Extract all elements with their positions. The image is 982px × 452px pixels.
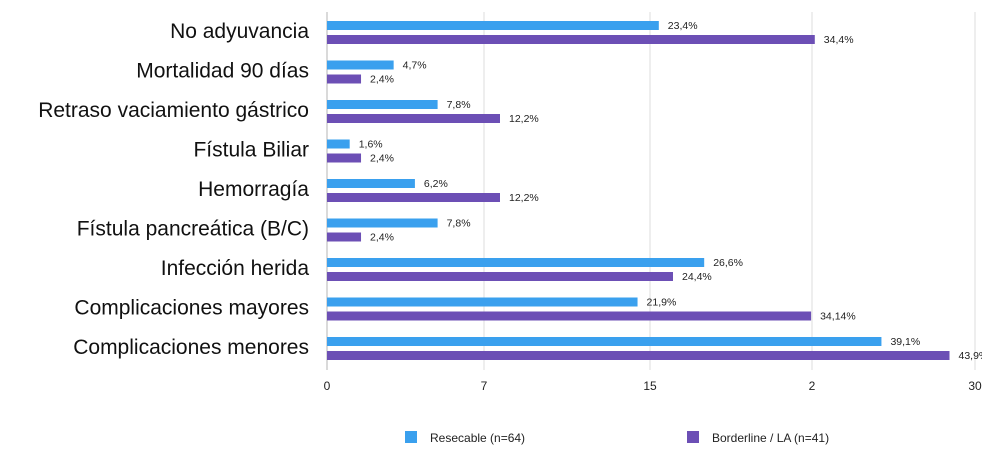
- legend-label: Borderline / LA (n=41): [712, 431, 829, 445]
- data-label: 12,2%: [509, 192, 539, 204]
- data-label: 43,9%: [959, 350, 982, 362]
- category-label: Hemorragía: [198, 178, 309, 201]
- bar-borderline: [327, 311, 812, 321]
- bar-borderline: [327, 272, 673, 281]
- data-label: 23,4%: [668, 20, 698, 32]
- data-label: 6,2%: [424, 178, 448, 190]
- data-label: 4,7%: [403, 60, 427, 72]
- category-label: Complicaciones menores: [73, 336, 309, 359]
- legend-label: Resecable (n=64): [430, 431, 525, 445]
- data-label: 1,6%: [359, 139, 383, 151]
- bar-resecable: [327, 258, 705, 267]
- data-label: 24,4%: [682, 271, 712, 283]
- bar-borderline: [327, 114, 500, 123]
- bar-resecable: [327, 139, 350, 149]
- category-label: Mortalidad 90 días: [136, 60, 309, 83]
- legend: Resecable (n=64) Borderline / LA (n=41): [405, 431, 829, 445]
- category-label: No adyuvancia: [170, 20, 309, 43]
- data-label: 7,8%: [447, 99, 471, 111]
- bar-borderline: [327, 74, 362, 84]
- data-label: 34,4%: [824, 34, 854, 46]
- category-labels: No adyuvancia Mortalidad 90 días Retraso v…: [38, 20, 309, 359]
- bars: 23,4% 34,4% 4,7% 2,4% 7,8% 12,2% 1,6% 2,4% 6,2% 1…: [327, 20, 982, 362]
- x-tick-label: 30: [968, 379, 982, 393]
- bar-borderline: [327, 193, 500, 202]
- category-label: Fístula Biliar: [193, 139, 309, 162]
- x-tick-label: 15: [643, 379, 657, 393]
- bar-resecable: [327, 21, 659, 30]
- x-axis-ticks: 0 7 15 2 30: [324, 379, 982, 393]
- x-tick-label: 0: [324, 379, 331, 393]
- category-label: Retraso vaciamiento gástrico: [38, 99, 309, 122]
- bar-borderline: [327, 351, 950, 360]
- bar-borderline: [327, 232, 362, 242]
- bar-resecable: [327, 297, 638, 307]
- data-label: 2,4%: [370, 232, 394, 244]
- x-tick-label: 2: [809, 379, 816, 393]
- data-label: 34,14%: [820, 311, 856, 323]
- bar-resecable: [327, 337, 882, 346]
- category-label: Infección herida: [161, 257, 310, 280]
- data-label: 39,1%: [890, 336, 920, 348]
- bar-borderline: [327, 153, 362, 163]
- bar-resecable: [327, 100, 438, 109]
- data-label: 21,9%: [647, 297, 677, 309]
- category-label: Fístula pancreática (B/C): [77, 218, 309, 241]
- grid-lines: [326, 12, 976, 370]
- bar-resecable: [327, 60, 394, 70]
- data-label: 12,2%: [509, 113, 539, 125]
- legend-swatch: [405, 431, 417, 443]
- category-label: Complicaciones mayores: [74, 297, 309, 320]
- data-label: 7,8%: [447, 218, 471, 230]
- legend-swatch: [687, 431, 699, 443]
- bar-resecable: [327, 218, 438, 228]
- data-label: 2,4%: [370, 153, 394, 165]
- x-tick-label: 7: [481, 379, 488, 393]
- data-label: 2,4%: [370, 74, 394, 86]
- bar-resecable: [327, 179, 415, 188]
- data-label: 26,6%: [713, 257, 743, 269]
- bar-borderline: [327, 35, 815, 44]
